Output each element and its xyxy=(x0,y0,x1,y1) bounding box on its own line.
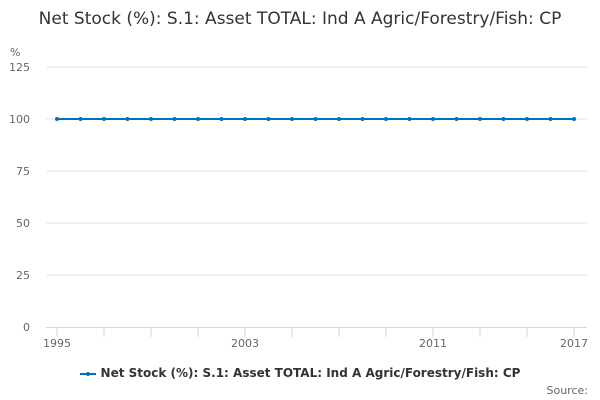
data-point xyxy=(478,117,482,121)
data-point xyxy=(219,117,224,121)
x-tick-label: 2017 xyxy=(560,337,588,350)
data-point xyxy=(102,117,106,121)
data-point xyxy=(149,117,153,121)
data-point xyxy=(407,117,412,121)
data-point xyxy=(360,117,365,121)
data-point xyxy=(313,117,318,121)
y-tick-label: 75 xyxy=(16,165,30,178)
data-point xyxy=(572,117,576,121)
x-tick-label: 1995 xyxy=(43,337,71,350)
data-point xyxy=(431,117,435,121)
data-point xyxy=(55,117,59,121)
y-tick-label: 0 xyxy=(23,321,30,334)
legend-label: Net Stock (%): S.1: Asset TOTAL: Ind A A… xyxy=(100,366,521,380)
data-point xyxy=(125,117,130,121)
x-tick-label: 2011 xyxy=(419,337,447,350)
y-tick-label: 25 xyxy=(16,269,30,282)
data-point xyxy=(290,117,294,121)
chart-title: Net Stock (%): S.1: Asset TOTAL: Ind A A… xyxy=(38,9,562,29)
legend[interactable]: Net Stock (%): S.1: Asset TOTAL: Ind A A… xyxy=(0,366,600,380)
data-point xyxy=(501,117,506,121)
data-point xyxy=(243,117,247,121)
data-point xyxy=(548,117,553,121)
data-point xyxy=(266,117,271,121)
data-point xyxy=(337,117,341,121)
data-point xyxy=(196,117,200,121)
data-point xyxy=(78,117,83,121)
y-tick-label: 50 xyxy=(16,217,30,230)
x-tick-label: 2003 xyxy=(231,337,259,350)
source-label[interactable]: Source: xyxy=(546,384,589,397)
data-point xyxy=(525,117,529,121)
y-tick-label: 100 xyxy=(9,113,30,126)
y-axis-label: % xyxy=(10,46,20,59)
data-point xyxy=(172,117,177,121)
data-point xyxy=(384,117,388,121)
y-tick-label: 125 xyxy=(9,61,30,74)
legend-swatch xyxy=(79,371,96,376)
data-point xyxy=(454,117,459,121)
